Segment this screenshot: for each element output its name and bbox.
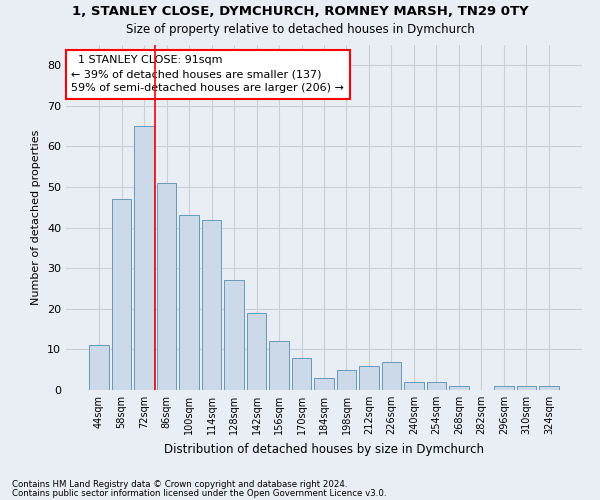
- Text: 1, STANLEY CLOSE, DYMCHURCH, ROMNEY MARSH, TN29 0TY: 1, STANLEY CLOSE, DYMCHURCH, ROMNEY MARS…: [71, 5, 529, 18]
- Bar: [427, 382, 446, 390]
- Bar: [517, 386, 536, 390]
- X-axis label: Distribution of detached houses by size in Dymchurch: Distribution of detached houses by size …: [164, 442, 484, 456]
- Bar: [359, 366, 379, 390]
- Bar: [224, 280, 244, 390]
- Bar: [134, 126, 154, 390]
- Bar: [382, 362, 401, 390]
- Bar: [179, 216, 199, 390]
- Bar: [112, 199, 131, 390]
- Bar: [337, 370, 356, 390]
- Bar: [404, 382, 424, 390]
- Text: Size of property relative to detached houses in Dymchurch: Size of property relative to detached ho…: [125, 22, 475, 36]
- Bar: [539, 386, 559, 390]
- Bar: [269, 342, 289, 390]
- Bar: [292, 358, 311, 390]
- Bar: [157, 183, 176, 390]
- Bar: [314, 378, 334, 390]
- Bar: [494, 386, 514, 390]
- Bar: [89, 346, 109, 390]
- Bar: [449, 386, 469, 390]
- Bar: [202, 220, 221, 390]
- Bar: [247, 313, 266, 390]
- Y-axis label: Number of detached properties: Number of detached properties: [31, 130, 41, 305]
- Text: 1 STANLEY CLOSE: 91sqm  
← 39% of detached houses are smaller (137)
59% of semi-: 1 STANLEY CLOSE: 91sqm ← 39% of detached…: [71, 56, 344, 94]
- Text: Contains public sector information licensed under the Open Government Licence v3: Contains public sector information licen…: [12, 489, 386, 498]
- Text: Contains HM Land Registry data © Crown copyright and database right 2024.: Contains HM Land Registry data © Crown c…: [12, 480, 347, 489]
